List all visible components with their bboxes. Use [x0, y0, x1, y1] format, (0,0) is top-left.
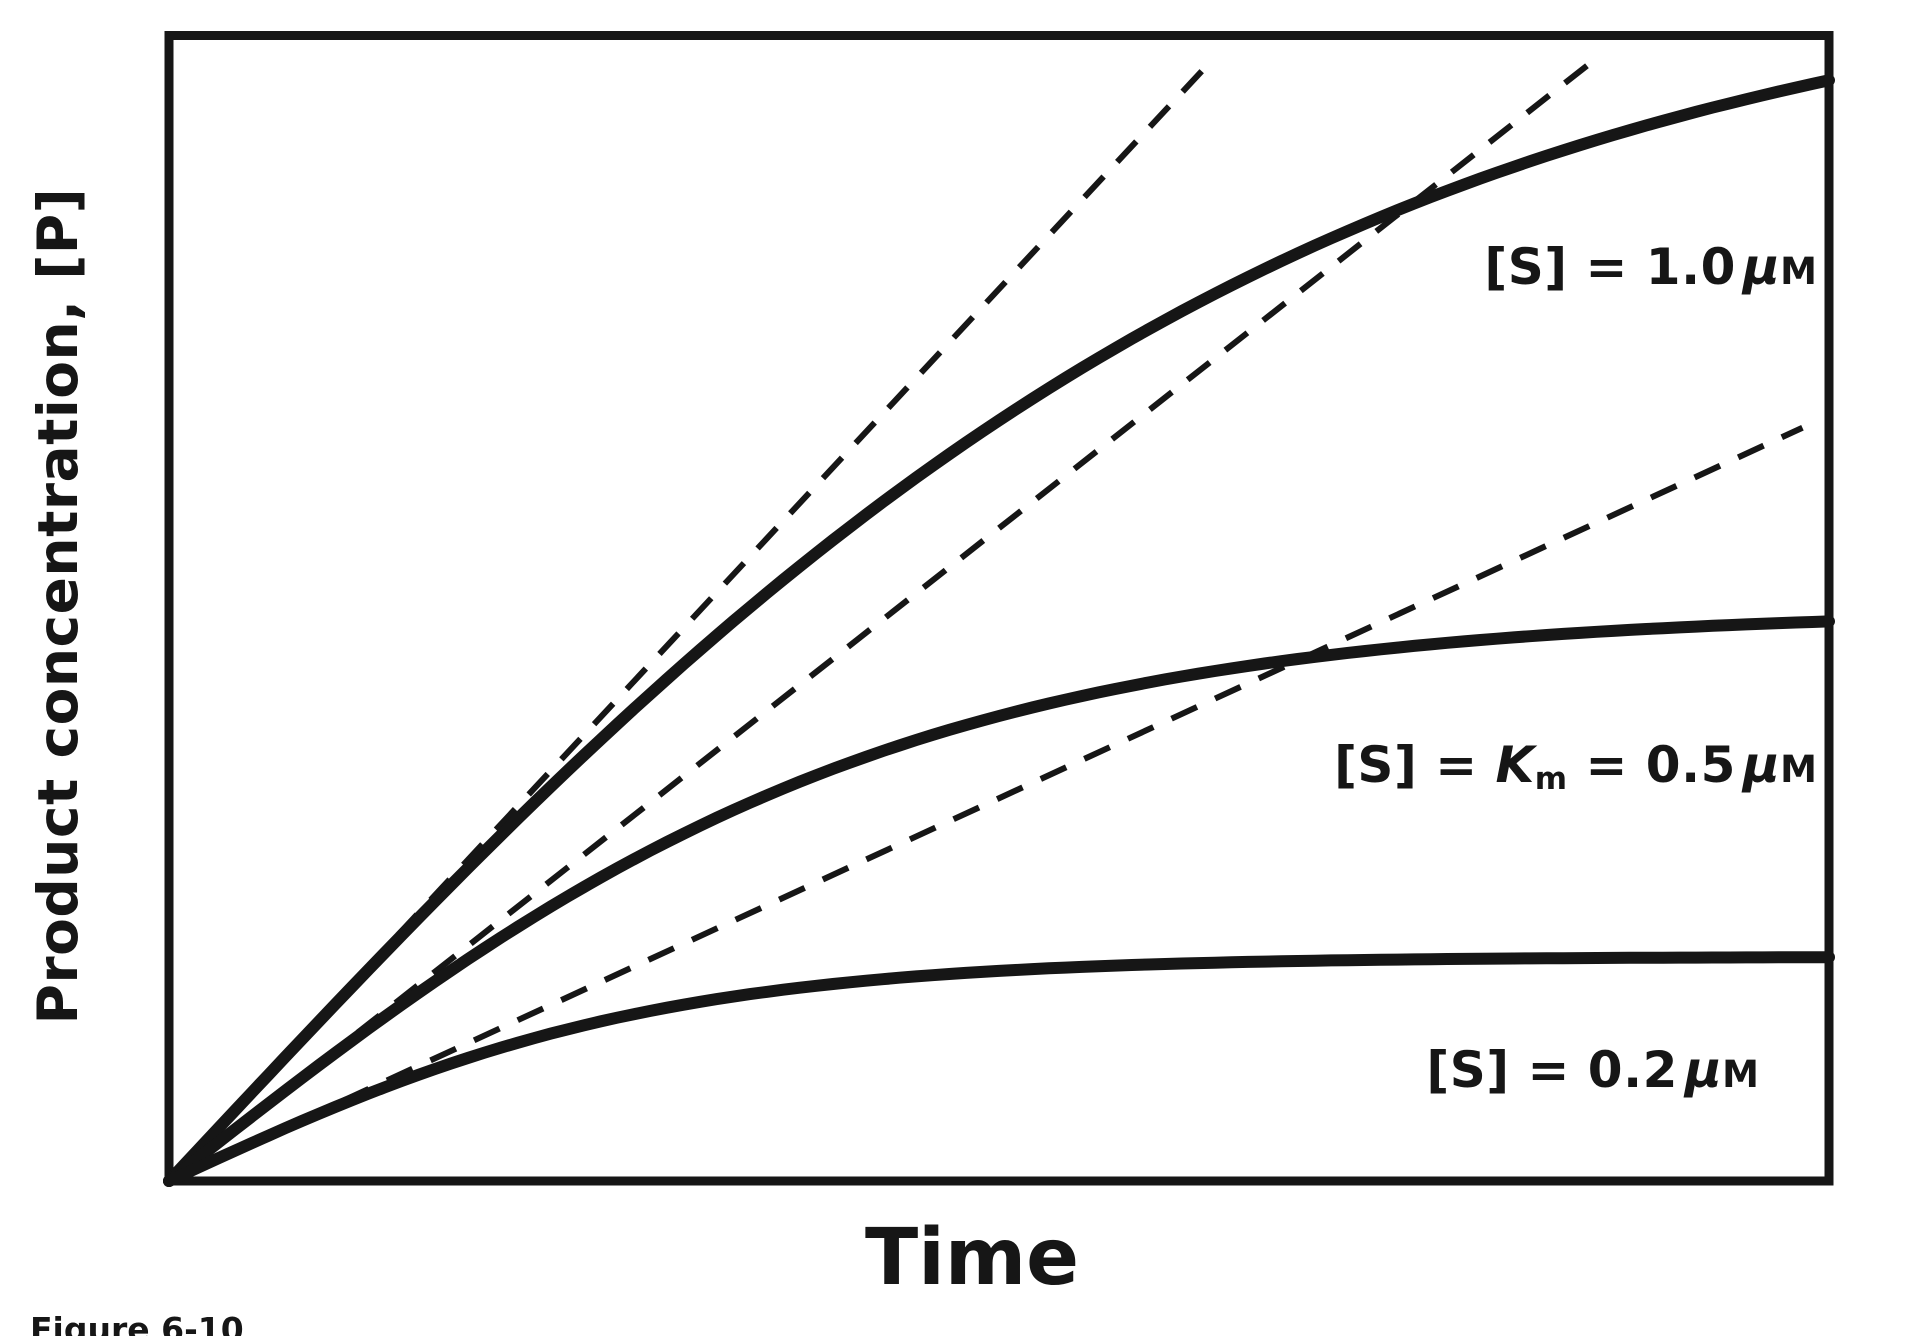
- progress-curve-2: [163, 951, 1835, 1187]
- mu-symbol: μ: [1684, 1041, 1723, 1099]
- label-value: 0.5: [1645, 736, 1736, 794]
- curve-label-s-0.2um: [S] = 0.2 μM: [1355, 988, 1760, 1153]
- label-equals: =: [1567, 736, 1646, 794]
- figure-caption: Figure 6-10: [30, 1310, 244, 1336]
- km-subscript: m: [1534, 760, 1568, 797]
- plot-frame: [164, 31, 1834, 1186]
- label-prefix: [S] =: [1426, 1041, 1588, 1099]
- label-value: 1.0: [1645, 238, 1736, 296]
- mu-symbol: μ: [1742, 238, 1781, 296]
- molar-unit: M: [1722, 1053, 1760, 1096]
- x-axis-label: Time: [864, 1213, 1080, 1303]
- molar-unit: M: [1780, 250, 1818, 293]
- mu-symbol: μ: [1742, 736, 1781, 794]
- progress-curve-0: [163, 74, 1835, 1187]
- label-value: 0.2: [1587, 1041, 1678, 1099]
- y-axis-label: Product concentration, [P]: [26, 187, 90, 1025]
- progress-curves: [163, 74, 1835, 1187]
- label-prefix: [S] =: [1484, 238, 1646, 296]
- curve-label-s-1.0um: [S] = 1.0 μM: [1413, 185, 1818, 350]
- curve-label-s-km-0.5um: [S] = Km = 0.5 μM: [1262, 683, 1818, 851]
- molar-unit: M: [1780, 748, 1818, 791]
- progress-curve-1: [163, 615, 1835, 1187]
- initial-velocity-tangent-2: [167, 425, 1804, 1184]
- km-symbol: K: [1495, 736, 1535, 794]
- label-prefix: [S] =: [1334, 736, 1496, 794]
